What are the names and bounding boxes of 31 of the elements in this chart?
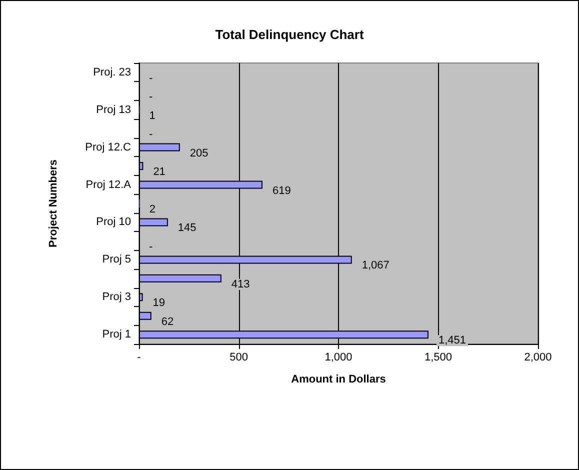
data-label: 1,451 [438,334,466,347]
x-tick-label: 1,500 [424,352,452,364]
y-tick-label: Proj 3 [102,291,131,304]
data-label: 1,067 [362,260,390,272]
x-tick-label: 1,000 [324,352,352,364]
data-label: 19 [152,297,166,310]
data-label: 2 [149,204,156,216]
y-tick-label: Proj 13 [96,104,131,116]
y-tick-label: Proj. 23 [93,66,131,78]
data-label: - [149,91,153,104]
data-label: 205 [190,147,208,160]
y-tick-label: Proj 10 [96,216,131,228]
y-tick-label: Proj 12.A [86,178,132,191]
chart-title: Total Delinquency Chart [215,27,364,42]
data-label: - [149,240,153,253]
data-label: 619 [272,184,291,197]
data-label: - [149,72,153,84]
data-label: 21 [153,166,166,178]
x-axis-title: Amount in Dollars [291,374,386,386]
x-tick-label: - [137,352,142,364]
y-axis-title: Project Numbers [48,159,60,248]
data-label: 413 [231,278,250,290]
data-label: - [149,128,153,141]
y-tick-label: Proj 5 [102,254,131,266]
data-label: 62 [161,316,174,328]
y-tick-label: Proj 1 [102,328,131,341]
data-label: 145 [178,222,196,234]
x-tick-label: 500 [230,352,248,364]
x-tick-label: 2,000 [524,352,552,364]
y-tick-label: Proj 12.C [85,141,132,154]
data-label: 1 [149,110,156,122]
